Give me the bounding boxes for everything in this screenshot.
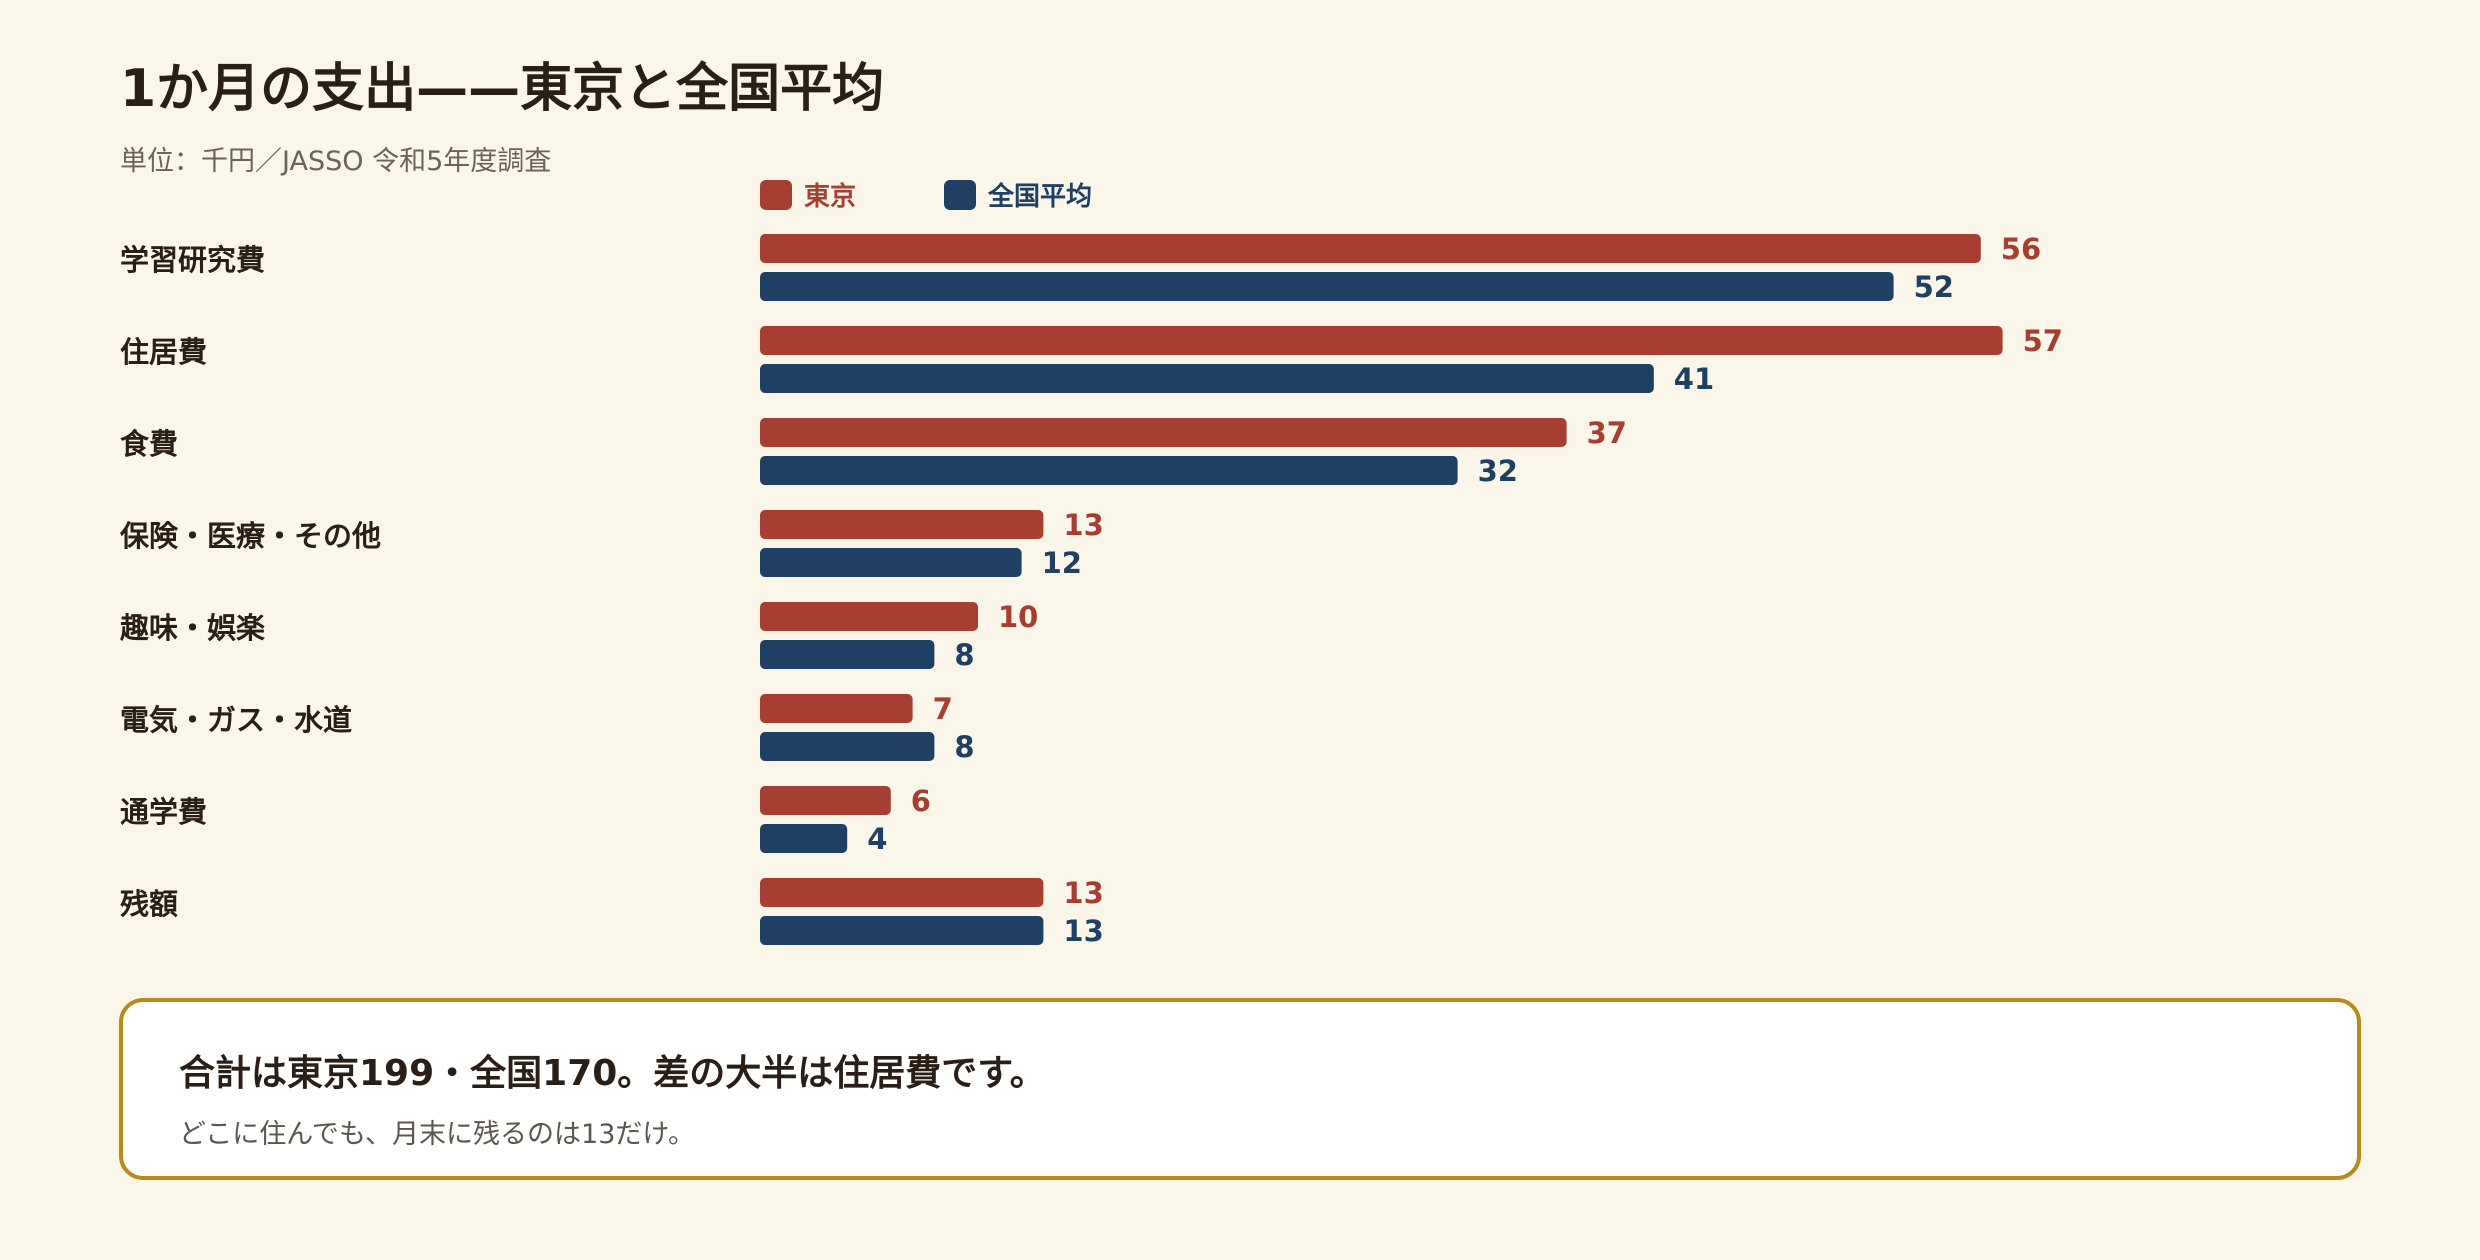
legend-swatch-tokyo bbox=[760, 179, 792, 210]
bar-tokyo bbox=[760, 418, 1567, 447]
bar-national bbox=[760, 364, 1654, 393]
bar-tokyo bbox=[760, 786, 891, 815]
bar-chart: 学習研究費 56 52 住居費 57 41 食費 37 32 保険・医療・その他 13 12 趣味・娯楽… bbox=[119, 232, 2063, 948]
bar-national bbox=[760, 456, 1458, 485]
category-label: 趣味・娯楽 bbox=[119, 611, 265, 645]
category-label: 保険・医療・その他 bbox=[119, 519, 381, 553]
bar-national bbox=[760, 640, 935, 669]
legend-item-tokyo: 東京 bbox=[760, 176, 856, 213]
bar-tokyo bbox=[760, 234, 1981, 263]
legend-swatch-national bbox=[944, 179, 977, 210]
bar-national bbox=[760, 824, 848, 853]
data-label-tokyo: 37 bbox=[1587, 416, 1627, 450]
summary-note: 合計は東京199・全国170。差の大半は住居費です。 どこに住んでも、月末に残る… bbox=[119, 998, 2361, 1180]
data-label-tokyo: 13 bbox=[1063, 876, 1103, 910]
category-label: 電気・ガス・水道 bbox=[120, 703, 352, 737]
data-label-national: 32 bbox=[1478, 454, 1518, 488]
bar-national bbox=[760, 732, 935, 761]
data-label-national: 8 bbox=[954, 638, 974, 672]
data-label-national: 4 bbox=[867, 822, 887, 856]
bar-national bbox=[760, 916, 1044, 945]
bar-tokyo bbox=[760, 878, 1044, 907]
bar-national bbox=[760, 548, 1022, 577]
data-label-national: 12 bbox=[1042, 546, 1082, 580]
chart-title: 1か月の支出——東京と全国平均 bbox=[120, 59, 885, 119]
legend-label-national: 全国平均 bbox=[988, 182, 1093, 212]
data-label-national: 8 bbox=[954, 730, 974, 764]
bar-tokyo bbox=[760, 694, 913, 723]
data-label-national: 41 bbox=[1674, 362, 1714, 396]
category-label: 住居費 bbox=[120, 335, 207, 369]
note-headline: 合計は東京199・全国170。差の大半は住居費です。 bbox=[179, 1053, 1046, 1094]
data-label-tokyo: 13 bbox=[1063, 508, 1103, 542]
bar-national bbox=[760, 272, 1894, 301]
data-label-national: 13 bbox=[1063, 914, 1103, 948]
data-label-tokyo: 6 bbox=[911, 784, 931, 818]
data-label-tokyo: 10 bbox=[998, 600, 1038, 634]
bar-tokyo bbox=[760, 326, 2003, 355]
category-label: 学習研究費 bbox=[120, 243, 265, 277]
legend-label-tokyo: 東京 bbox=[804, 182, 857, 212]
bar-tokyo bbox=[760, 510, 1044, 539]
data-label-tokyo: 7 bbox=[933, 692, 953, 726]
category-label: 残額 bbox=[120, 887, 178, 921]
chart-subtitle: 単位：千円／JASSO 令和5年度調査 bbox=[120, 146, 552, 177]
category-label: 食費 bbox=[120, 427, 178, 461]
legend-item-national: 全国平均 bbox=[944, 176, 1092, 213]
chart-legend: 東京 全国平均 bbox=[760, 176, 1180, 213]
note-body: どこに住んでも、月末に残るのは13だけ。 bbox=[179, 1119, 696, 1150]
data-label-tokyo: 57 bbox=[2023, 324, 2063, 358]
data-label-tokyo: 56 bbox=[2001, 232, 2041, 266]
data-label-national: 52 bbox=[1914, 270, 1954, 304]
category-label: 通学費 bbox=[120, 795, 207, 829]
bar-tokyo bbox=[760, 602, 978, 631]
